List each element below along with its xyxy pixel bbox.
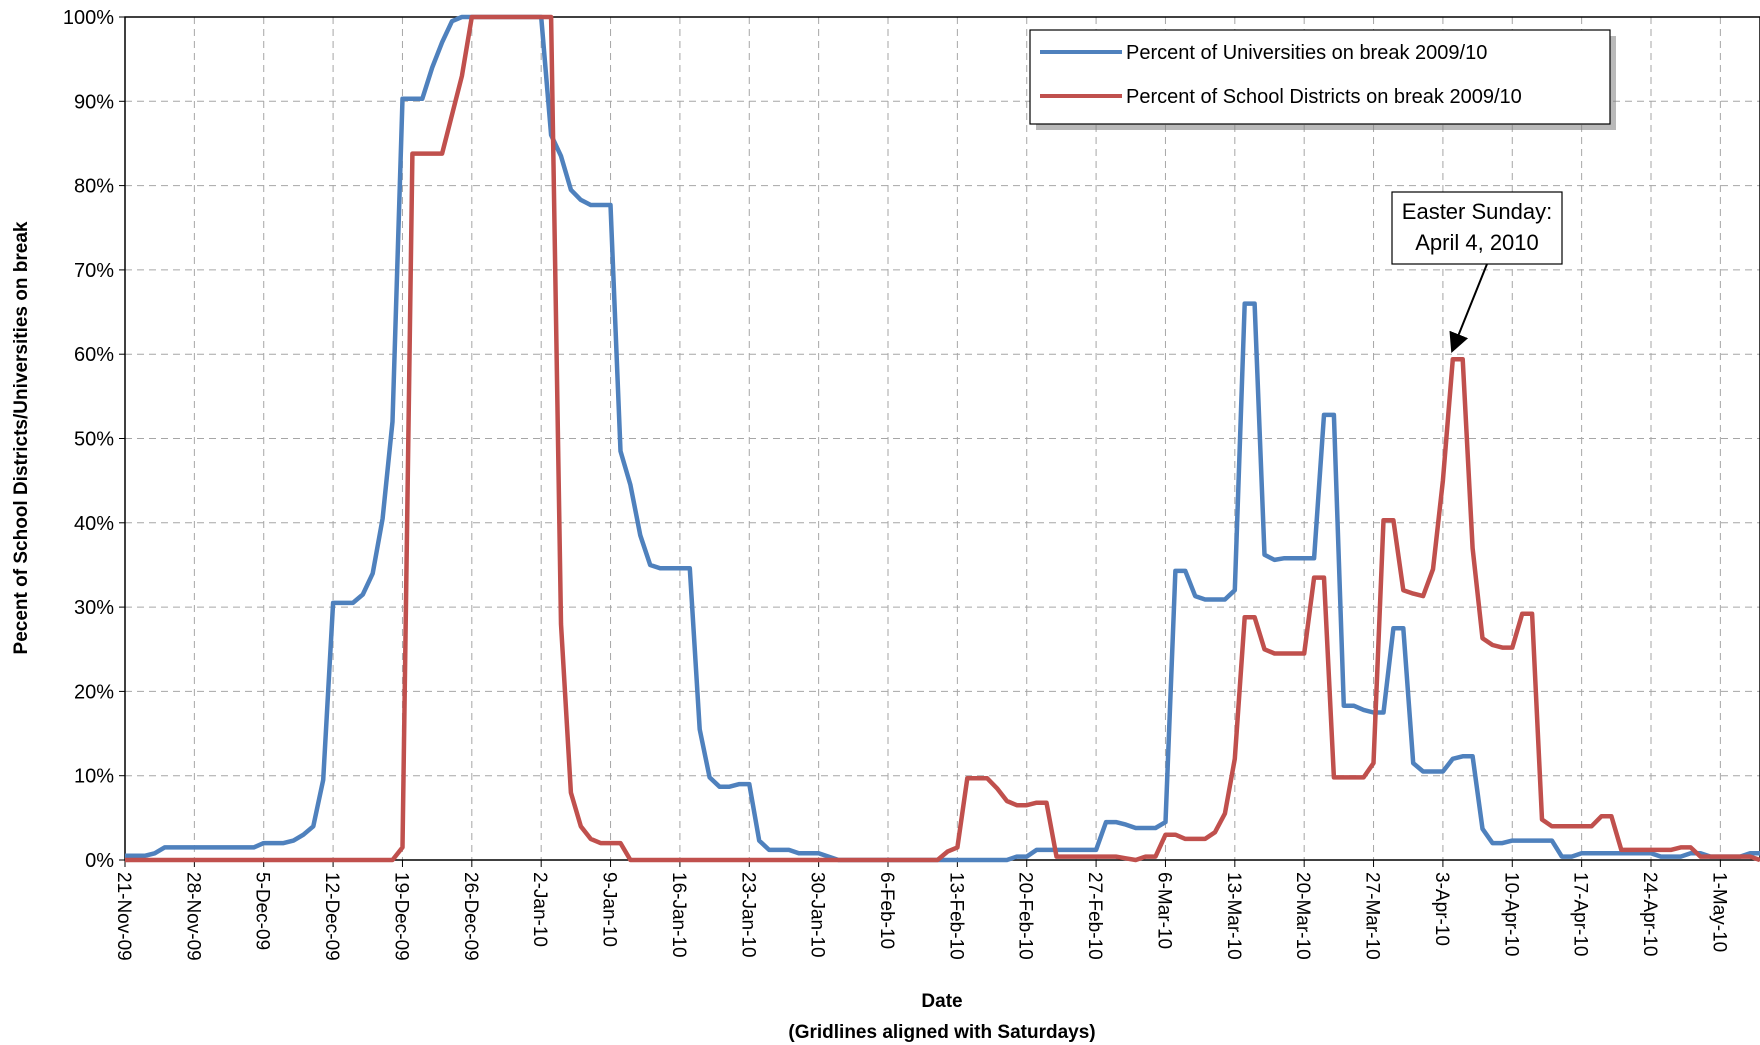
legend-box [1029,29,1611,125]
series-line-0 [125,14,1760,863]
annotation-arrow [1449,263,1488,354]
x-tick-label: 19-Dec-09 [390,872,411,961]
legend-label-universities: Percent of Universities on break 2009/10 [1126,42,1487,64]
x-tick-label: 9-Jan-10 [599,872,620,947]
y-tick-label: 0% [85,850,114,872]
x-tick-label: 23-Jan-10 [737,872,758,958]
y-tick-label: 90% [74,91,114,113]
y-tick-label: 70% [74,260,114,282]
x-axis-subtitle: (Gridlines aligned with Saturdays) [788,1022,1095,1043]
y-axis-title: Pecent of School Districts/Universities … [11,221,32,654]
legend-label-school-districts: Percent of School Districts on break 200… [1126,86,1522,108]
x-tick-label: 28-Nov-09 [182,872,203,961]
x-tick-label: 27-Feb-10 [1084,872,1105,960]
x-tick-label: 5-Dec-09 [252,872,273,950]
x-tick-label: 20-Mar-10 [1292,872,1313,960]
y-tick-label: 20% [74,681,114,703]
y-tick-label: 40% [74,513,114,535]
x-tick-label: 27-Mar-10 [1362,872,1383,960]
x-tick-label: 6-Feb-10 [876,872,897,949]
easter-annotation: Easter Sunday: April 4, 2010 [1391,191,1563,354]
x-tick-label: 10-Apr-10 [1500,872,1521,957]
annotation-line-2: April 4, 2010 [1415,230,1539,255]
x-tick-label: 1-May-10 [1708,872,1729,952]
y-tick-label: 10% [74,766,114,788]
legend: Percent of Universities on break 2009/10… [1029,29,1616,130]
x-tick-label: 16-Jan-10 [668,872,689,958]
x-tick-label: 6-Mar-10 [1153,872,1174,949]
x-tick-label: 3-Apr-10 [1431,872,1452,946]
y-tick-label: 50% [74,429,114,451]
x-tick-label: 17-Apr-10 [1570,872,1591,957]
gridlines [125,17,1760,860]
y-tick-label: 60% [74,344,114,366]
series-line-1 [125,14,1760,863]
y-tick-label: 100% [63,7,114,29]
y-tick-label: 80% [74,176,114,198]
x-axis-title: Date [921,991,962,1012]
y-tick-label: 30% [74,597,114,619]
x-tick-label: 13-Mar-10 [1223,872,1244,960]
x-tick-label: 30-Jan-10 [807,872,828,958]
x-tick-label: 24-Apr-10 [1639,872,1660,957]
x-axis-ticks: 21-Nov-09 28-Nov-09 5-Dec-09 12-Dec-09 19-De… [113,860,1729,961]
annotation-box [1391,191,1563,265]
x-tick-label: 12-Dec-09 [321,872,342,961]
x-tick-label: 26-Dec-09 [460,872,481,961]
x-tick-label: 13-Feb-10 [945,872,966,960]
x-tick-label: 2-Jan-10 [529,872,550,947]
y-axis-ticks: 0% 10% 20% 30% 40% 50% 60% 70% 80% 90% 100% [63,7,125,872]
x-tick-label: 21-Nov-09 [113,872,134,961]
annotation-line-1: Easter Sunday: [1402,199,1552,224]
data-series [125,14,1760,863]
x-tick-label: 20-Feb-10 [1015,872,1036,960]
